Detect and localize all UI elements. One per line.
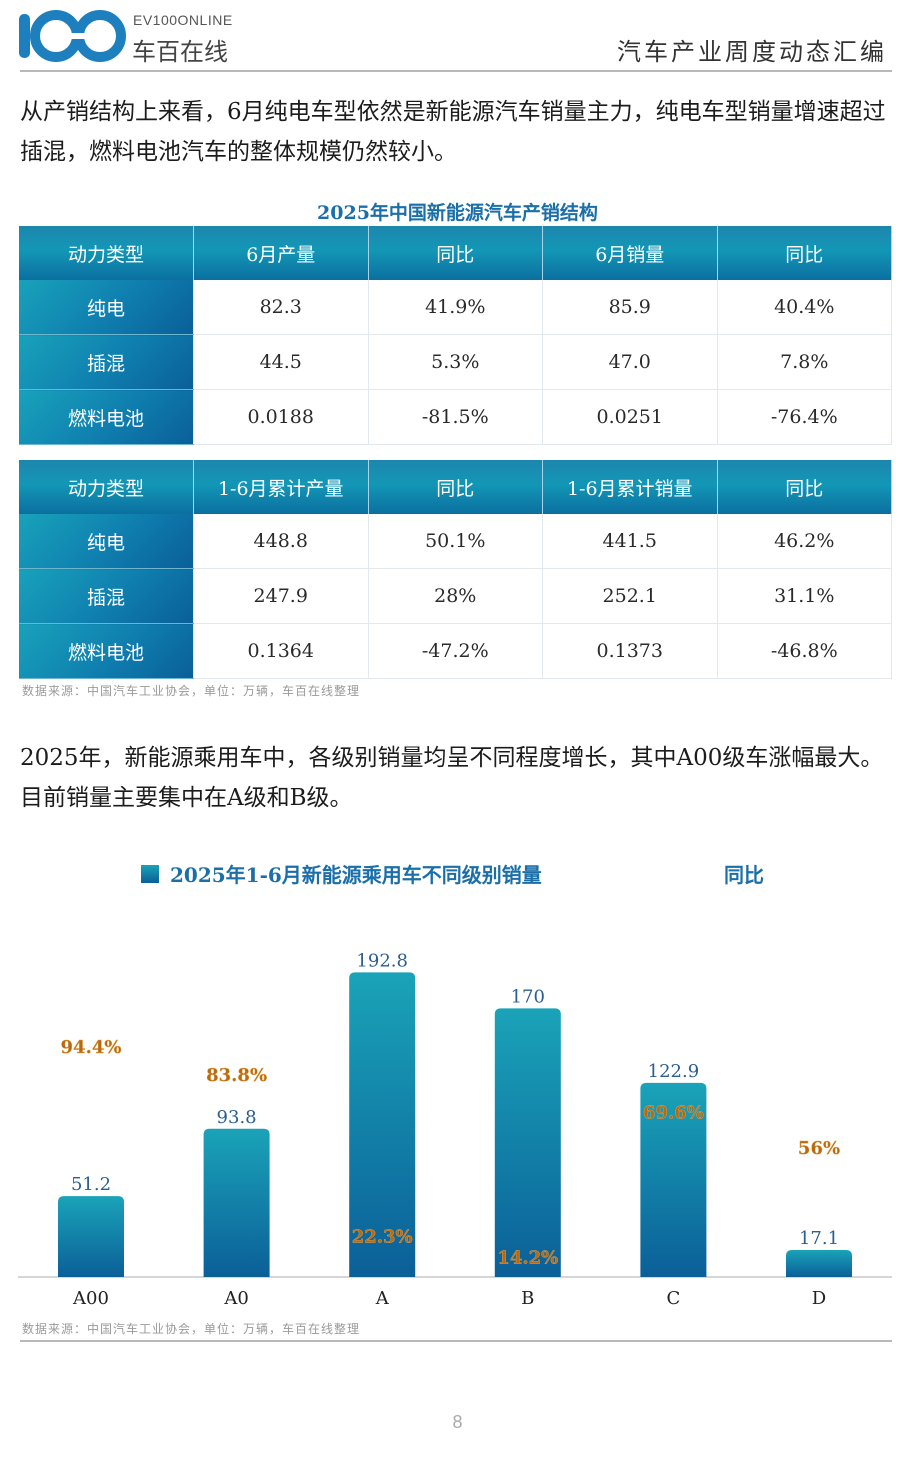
- table-cell: 7.8%: [717, 334, 892, 390]
- bar-value-label: 17.1: [799, 1228, 839, 1249]
- legend-label-yoy: 同比: [724, 863, 764, 887]
- bar-value-label: 51.2: [71, 1174, 111, 1195]
- sales-by-class-chart: 2025年1-6月新能源乘用车不同级别销量 同比 51.2 A00 94.4% 93.…: [18, 863, 892, 1309]
- table-cell: -47.2%: [368, 623, 543, 679]
- table-cell: 252.1: [542, 568, 718, 624]
- yoy-value-label: 14.2%: [497, 1248, 558, 1269]
- yoy-value-label: 22.3%: [352, 1226, 413, 1247]
- table-cell: -46.8%: [717, 623, 892, 679]
- bar-value-label: 93.8: [217, 1107, 257, 1128]
- table-cell: 82.3: [193, 280, 369, 335]
- bar-value-label: 122.9: [648, 1061, 700, 1082]
- table-cell: -81.5%: [368, 389, 543, 445]
- bar-d: [786, 1249, 852, 1277]
- table-row: 燃料电池 0.1364 -47.2% 0.1373 -46.8%: [19, 623, 892, 679]
- table-cell: 5.3%: [368, 334, 543, 390]
- chart-intro-paragraph: 2025年，新能源乘用车中，各级别销量均呈不同程度增长，其中A00级车涨幅最大。…: [20, 745, 884, 811]
- table-cell: 28%: [368, 568, 543, 624]
- yoy-value-label: 69.6%: [643, 1102, 704, 1123]
- row-header-cell: 纯电: [19, 514, 194, 569]
- table-row: 插混 247.9 28% 252.1 31.1%: [19, 568, 892, 624]
- row-header-cell: 燃料电池: [19, 389, 194, 445]
- table-cell: 0.0251: [542, 389, 718, 445]
- legend-swatch: [141, 865, 159, 883]
- row-header-cell: 插混: [19, 568, 194, 624]
- row-header-cell: 纯电: [19, 280, 194, 335]
- table-cell: 441.5: [542, 514, 718, 569]
- row-header-cell: 燃料电池: [19, 623, 194, 679]
- table-row: 燃料电池 0.0188 -81.5% 0.0251 -76.4%: [19, 389, 892, 445]
- row-header-cell: 插混: [19, 334, 194, 390]
- x-tick-label: C: [667, 1288, 681, 1309]
- yoy-value-label: 83.8%: [206, 1065, 267, 1086]
- table-header-row: 动力类型 1-6月累计产量 同比 1-6月累计销量 同比: [19, 460, 892, 514]
- table-cell: 0.1364: [193, 623, 369, 679]
- x-tick-label: B: [521, 1288, 534, 1309]
- intro-paragraph: 从产销结构上来看，6月纯电车型依然是新能源汽车销量主力，纯电车型销量增速超过插混…: [20, 99, 886, 165]
- x-tick-label: D: [812, 1288, 826, 1309]
- yoy-value-label: 56%: [798, 1138, 840, 1159]
- bar-a0: [203, 1128, 270, 1277]
- table-cell: 247.9: [193, 568, 369, 624]
- header-cell: 动力类型: [19, 460, 194, 514]
- publication-title: 汽车产业周度动态汇编: [617, 38, 887, 66]
- chart-source-note: 数据来源：中国汽车工业协会，单位：万辆，车百在线整理: [22, 1322, 361, 1336]
- bar-a: [349, 972, 416, 1277]
- table-cell: 31.1%: [717, 568, 892, 624]
- chart-legend: 2025年1-6月新能源乘用车不同级别销量 同比: [141, 863, 764, 887]
- bar-a00: [58, 1196, 124, 1277]
- header-cell: 同比: [717, 460, 892, 514]
- table-cell: 0.0188: [193, 389, 369, 445]
- x-tick-label: A0: [223, 1288, 248, 1309]
- brand-english: EV100ONLINE: [133, 12, 233, 28]
- table-row: 插混 44.5 5.3% 47.0 7.8%: [19, 334, 892, 390]
- bar-b: [494, 1008, 561, 1277]
- header-cell: 同比: [368, 460, 543, 514]
- table-cell: 448.8: [193, 514, 369, 569]
- header-cell: 6月销量: [542, 226, 718, 280]
- bar-value-label: 192.8: [356, 950, 408, 971]
- header-cell: 6月产量: [193, 226, 369, 280]
- monthly-table: 动力类型 6月产量 同比 6月销量 同比 纯电 82.3 41.9% 85.9 …: [19, 226, 892, 445]
- bar-c: [640, 1082, 707, 1277]
- table-cell: -76.4%: [717, 389, 892, 445]
- ev100-logo: [19, 10, 126, 62]
- x-tick-label: A00: [72, 1288, 109, 1309]
- cumulative-table: 动力类型 1-6月累计产量 同比 1-6月累计销量 同比 纯电 448.8 50…: [19, 460, 892, 679]
- table-cell: 50.1%: [368, 514, 543, 569]
- brand-chinese: 车百在线: [132, 38, 228, 66]
- table-cell: 44.5: [193, 334, 369, 390]
- page-number: 8: [452, 1412, 463, 1432]
- x-tick-label: A: [375, 1288, 390, 1309]
- header-cell: 同比: [717, 226, 892, 280]
- table-title: 2025年中国新能源汽车产销结构: [317, 202, 598, 224]
- table-cell: 85.9: [542, 280, 718, 335]
- header-divider: [20, 70, 892, 72]
- legend-label-sales: 2025年1-6月新能源乘用车不同级别销量: [170, 863, 542, 887]
- header-cell: 动力类型: [19, 226, 194, 280]
- table-header-row: 动力类型 6月产量 同比 6月销量 同比: [19, 226, 892, 280]
- header-cell: 1-6月累计产量: [193, 460, 369, 514]
- table-cell: 46.2%: [717, 514, 892, 569]
- table-row: 纯电 448.8 50.1% 441.5 46.2%: [19, 514, 892, 569]
- table-cell: 47.0: [542, 334, 718, 390]
- table-source-note: 数据来源：中国汽车工业协会，单位：万辆，车百在线整理: [22, 684, 361, 698]
- table-cell: 40.4%: [717, 280, 892, 335]
- page-header: EV100ONLINE 车百在线 汽车产业周度动态汇编: [0, 0, 915, 75]
- table-row: 纯电 82.3 41.9% 85.9 40.4%: [19, 280, 892, 335]
- yoy-value-label: 94.4%: [61, 1037, 122, 1058]
- table-cell: 41.9%: [368, 280, 543, 335]
- table-cell: 0.1373: [542, 623, 718, 679]
- header-cell: 同比: [368, 226, 543, 280]
- footer-divider: [20, 1340, 892, 1342]
- bar-value-label: 170: [511, 986, 545, 1007]
- header-cell: 1-6月累计销量: [542, 460, 718, 514]
